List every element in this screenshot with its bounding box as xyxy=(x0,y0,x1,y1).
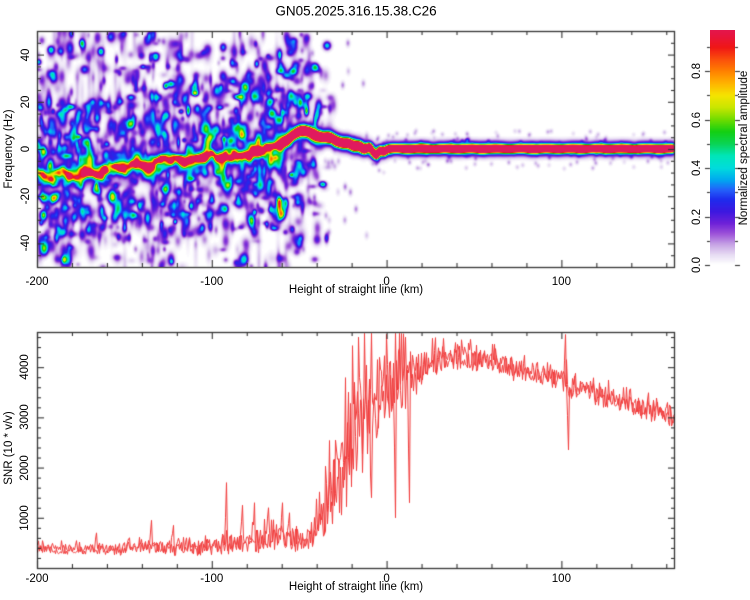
tick-label: -100 xyxy=(200,573,224,585)
tick-label: 0.6 xyxy=(691,111,703,128)
tick-label: 0.2 xyxy=(691,208,703,225)
tick-label: 0.8 xyxy=(691,63,703,80)
tick-label: 2000 xyxy=(19,454,31,481)
colorbar-label: Normalized spectral amplitude xyxy=(738,70,750,226)
tick-label: -200 xyxy=(25,276,49,288)
tick-label: 0 xyxy=(383,276,390,288)
tick-label: 1000 xyxy=(19,504,31,531)
tick-label: 4000 xyxy=(19,354,31,380)
snr-y-axis-label: SNR (10 * v/v) xyxy=(3,411,15,485)
tick-label: 0.4 xyxy=(691,160,703,177)
tick-label: -20 xyxy=(20,187,32,205)
tick-label: 0 xyxy=(383,573,390,585)
spectrogram-plot-area xyxy=(37,31,675,267)
snr-x-axis-label: Height of straight line (km) xyxy=(288,581,424,593)
tick-label: 20 xyxy=(20,95,32,109)
tick-label: -40 xyxy=(20,235,32,252)
tick-label: 0 xyxy=(20,145,32,153)
colorbar-gradient xyxy=(710,30,735,265)
tick-label: 100 xyxy=(551,276,571,288)
tick-label: 100 xyxy=(551,573,571,585)
spectrogram-x-axis-label: Height of straight line (km) xyxy=(288,284,424,296)
tick-label: -100 xyxy=(200,276,224,288)
snr-plot-area xyxy=(37,332,675,568)
spectrogram-y-axis-label: Frequency (Hz) xyxy=(3,109,15,189)
tick-label: 40 xyxy=(20,48,32,61)
tick-label: 3000 xyxy=(19,404,31,431)
page-title: GN05.2025.316.15.38.C26 xyxy=(275,3,437,19)
tick-label: -200 xyxy=(25,573,49,585)
tick-label: 0.0 xyxy=(691,257,703,273)
